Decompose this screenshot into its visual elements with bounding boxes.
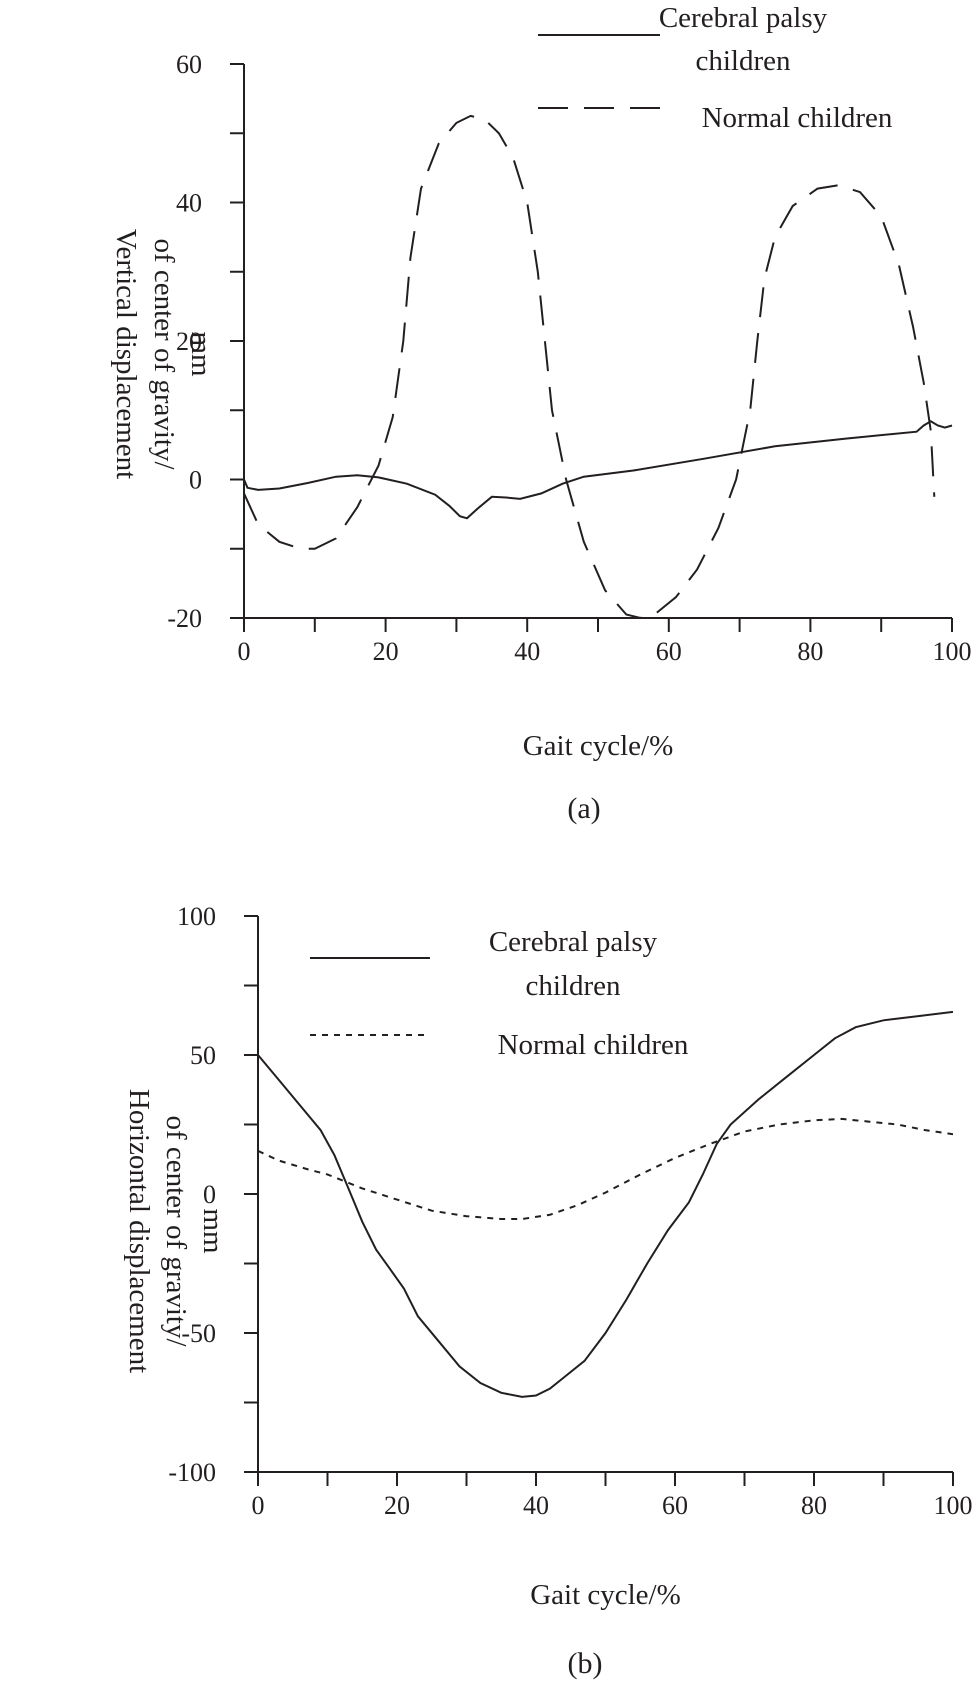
legend-label: Normal children (498, 1029, 689, 1061)
y-tick-label: 40 (176, 189, 202, 218)
legend-label: children (695, 45, 791, 77)
x-tick-label: 40 (514, 637, 540, 666)
y-axis-title-line: mm (197, 1208, 229, 1254)
y-axis-title-line: mm (185, 331, 217, 377)
y-axis-title-line: Horizontal displacement (123, 1089, 155, 1373)
x-axis-title: Gait cycle/% (523, 730, 674, 762)
series-line-normal (243, 114, 936, 620)
x-tick-label: 60 (662, 1491, 688, 1520)
legend-label: Cerebral palsy (489, 926, 658, 958)
y-tick-label: -50 (181, 1319, 216, 1348)
x-tick-label: 100 (934, 1491, 973, 1520)
y-tick-label: 100 (177, 902, 216, 931)
y-tick-label: -20 (167, 604, 202, 633)
chart-panel-b: -100 -50 0 50 100 0 20 40 60 80 100 Gait cycle/% Hor… (123, 902, 973, 1680)
x-axis-title: Gait cycle/% (530, 1579, 681, 1611)
chart-panel-a: -20 0 20 40 60 0 20 40 60 80 100 Gait cycle/% Vertic… (110, 2, 972, 825)
x-tick-label: 40 (523, 1491, 549, 1520)
legend-label: Normal children (702, 102, 893, 134)
x-tick-label: 80 (801, 1491, 827, 1520)
panel-caption: (b) (568, 1647, 603, 1680)
x-tick-label: 0 (252, 1491, 265, 1520)
x-tick-label: 80 (797, 637, 823, 666)
x-tick-label: 60 (656, 637, 682, 666)
y-tick-label: 60 (176, 50, 202, 79)
x-tick-label: 0 (238, 637, 251, 666)
series-line-cerebral-palsy (243, 420, 953, 520)
y-axis-title-line: of center of gravity/ (148, 238, 180, 470)
y-tick-label: 50 (190, 1041, 216, 1070)
y-axis-title-line: of center of gravity/ (160, 1115, 192, 1347)
y-tick-label: -100 (168, 1458, 216, 1487)
panel-caption: (a) (567, 792, 600, 825)
legend-label: Cerebral palsy (659, 2, 828, 34)
y-tick-label: 0 (189, 466, 202, 495)
series-line-normal (257, 1117, 954, 1220)
y-tick-label: 0 (203, 1180, 216, 1209)
y-axis-title-line: Vertical displacement (110, 229, 142, 479)
x-tick-label: 100 (933, 637, 972, 666)
legend-label: children (525, 970, 621, 1002)
x-tick-label: 20 (384, 1491, 410, 1520)
series-line-cerebral-palsy (257, 1010, 954, 1398)
y-tick-label: 20 (176, 327, 202, 356)
x-tick-label: 20 (373, 637, 399, 666)
